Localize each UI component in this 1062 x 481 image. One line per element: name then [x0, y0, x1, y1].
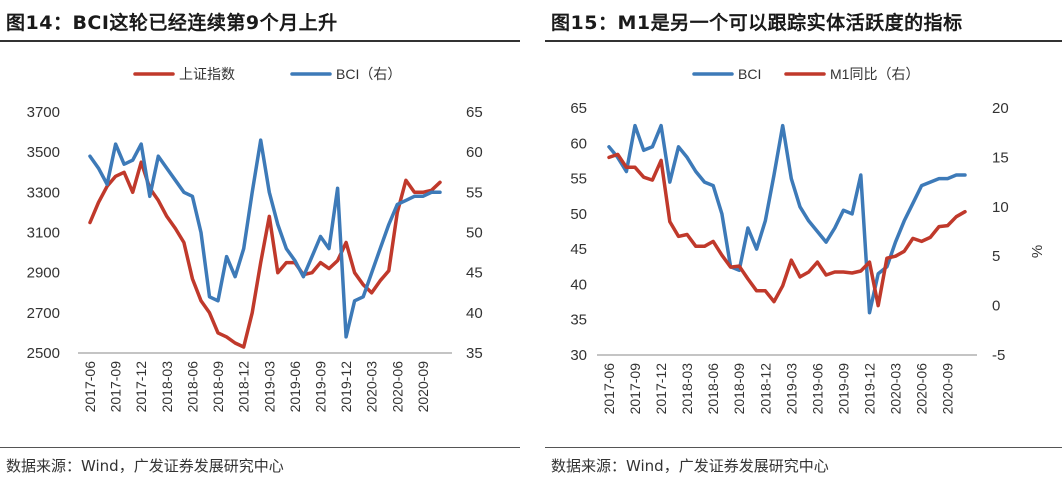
bci-m1-chart: 30 35 40 45 50 55 60 65 -5 0 5 10 15 20% 2017-06 2017-0…	[570, 66, 1046, 415]
y-left-tick-label: 60	[570, 135, 587, 152]
x-tick-label: 2018-09	[731, 363, 747, 415]
legend-label: BCI（右）	[336, 66, 401, 82]
title-divider	[0, 40, 520, 42]
y-left-tick-label: 45	[570, 241, 587, 258]
series-line-right-axis	[88, 138, 442, 339]
x-tick-label: 2019-06	[287, 361, 303, 413]
x-tick-label: 2017-06	[601, 363, 617, 415]
x-tick-label: 2018-12	[236, 361, 252, 413]
y-left-tick-label: 3500	[27, 144, 60, 161]
x-tick-label: 2017-09	[627, 363, 643, 415]
figure-15-panel: 图15：M1是另一个可以跟踪实体活跃度的指标 30 35 40 45 50 55 60 65-…	[545, 0, 1062, 481]
legend-label: BCI	[738, 66, 761, 82]
y-right-tick-label: 5	[992, 248, 1000, 265]
y-right-tick-label: 10	[992, 199, 1009, 216]
x-tick-label: 2020-09	[940, 363, 956, 415]
x-tick-label: 2018-03	[159, 361, 175, 413]
y-right-axis-label: %	[1029, 245, 1046, 258]
y-right-tick-label: -5	[992, 347, 1005, 364]
x-tick-label: 2018-03	[679, 363, 695, 415]
y-left-tick-label: 30	[570, 347, 587, 364]
series-line-left-axis	[88, 160, 442, 349]
legend-label: M1同比（右）	[830, 66, 919, 82]
x-tick-label: 2017-06	[82, 361, 98, 413]
y-right-tick-label: 15	[992, 149, 1009, 166]
x-tick-label: 2018-12	[757, 363, 773, 415]
x-tick-label: 2019-09	[835, 363, 851, 415]
bci-shanghai-chart: 2500 2700 2900 3100 3300 3500 3700 35 40 45 50 55 60…	[27, 66, 483, 413]
y-left-tick-label: 2500	[27, 345, 60, 362]
figure-15-source: 数据来源：Wind，广发证券发展研究中心	[551, 457, 829, 475]
x-tick-label: 2020-06	[914, 363, 930, 415]
series-line-left-axis	[607, 123, 967, 315]
x-tick-label: 2017-12	[653, 363, 669, 415]
bottom-divider	[545, 447, 1062, 448]
y-left-tick-label: 50	[570, 206, 587, 223]
x-tick-label: 2020-06	[389, 361, 405, 413]
y-right-tick-label: 55	[466, 184, 483, 201]
y-left-tick-label: 3300	[27, 184, 60, 201]
y-left-tick-label: 55	[570, 171, 587, 188]
y-left-tick-label: 3100	[27, 225, 60, 242]
legend-label: 上证指数	[179, 66, 235, 82]
y-right-tick-label: 20	[992, 100, 1009, 117]
y-left-tick-label: 65	[570, 100, 587, 117]
bottom-divider	[0, 447, 520, 448]
x-tick-label: 2019-03	[261, 361, 277, 413]
x-tick-label: 2019-09	[312, 361, 328, 413]
y-right-tick-label: 0	[992, 298, 1000, 315]
y-left-tick-label: 40	[570, 276, 587, 293]
x-tick-label: 2017-09	[108, 361, 124, 413]
x-tick-label: 2020-09	[415, 361, 431, 413]
y-right-tick-label: 35	[466, 345, 483, 362]
x-tick-label: 2020-03	[364, 361, 380, 413]
x-tick-label: 2019-12	[338, 361, 354, 413]
y-left-tick-label: 3700	[27, 104, 60, 121]
figure-14-source: 数据来源：Wind，广发证券发展研究中心	[6, 457, 284, 475]
y-left-tick-label: 2900	[27, 265, 60, 282]
y-right-tick-label: 40	[466, 305, 483, 322]
x-tick-label: 2020-03	[888, 363, 904, 415]
title-divider	[545, 40, 1062, 42]
y-right-tick-label: 60	[466, 144, 483, 161]
y-right-tick-label: 50	[466, 225, 483, 242]
x-tick-label: 2018-09	[210, 361, 226, 413]
y-left-tick-label: 35	[570, 312, 587, 329]
figure-14-panel: 图14：BCI这轮已经连续第9个月上升 2500 2700 2900 3100 3300…	[0, 0, 530, 481]
x-tick-label: 2019-12	[861, 363, 877, 415]
x-tick-label: 2019-03	[783, 363, 799, 415]
x-tick-label: 2018-06	[705, 363, 721, 415]
series-line-right-axis	[607, 152, 967, 308]
y-left-tick-label: 2700	[27, 305, 60, 322]
x-tick-label: 2019-06	[809, 363, 825, 415]
figure-15-title: 图15：M1是另一个可以跟踪实体活跃度的指标	[551, 12, 963, 34]
figure-14-title: 图14：BCI这轮已经连续第9个月上升	[6, 12, 338, 34]
y-right-tick-label: 45	[466, 265, 483, 282]
y-right-tick-label: 65	[466, 104, 483, 121]
x-tick-label: 2018-06	[184, 361, 200, 413]
x-tick-label: 2017-12	[133, 361, 149, 413]
